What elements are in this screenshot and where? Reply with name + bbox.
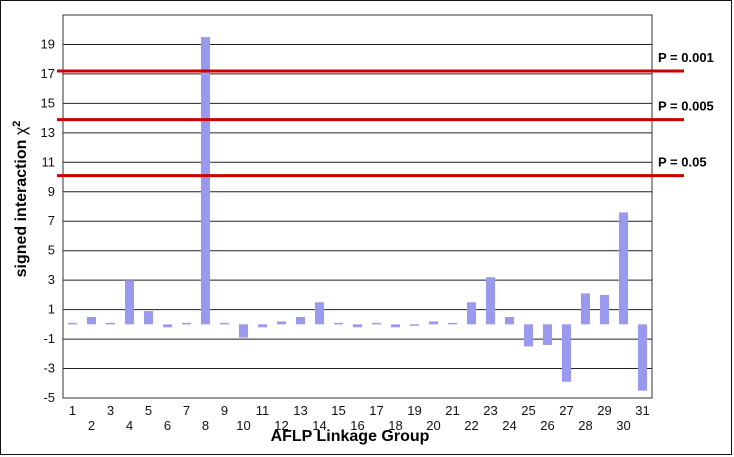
bar-group-2 — [86, 316, 97, 325]
bar-group-19 — [409, 324, 420, 326]
y-tick-label: -1 — [43, 331, 55, 346]
x-tick-label: 20 — [426, 418, 440, 433]
bar-group-28 — [580, 293, 591, 325]
bar-group-6 — [162, 324, 173, 328]
bar-group-20 — [428, 321, 439, 325]
threshold-label: P = 0.05 — [658, 155, 707, 170]
bar-group-17 — [371, 322, 382, 325]
bar-group-16 — [352, 324, 363, 328]
x-tick-label: 11 — [256, 403, 270, 418]
x-tick-label: 22 — [464, 418, 478, 433]
bar-group-3 — [105, 322, 116, 325]
x-tick-label: 13 — [293, 403, 307, 418]
bars — [67, 37, 648, 391]
y-tick-label: -3 — [43, 361, 55, 376]
y-tick-label: 9 — [48, 184, 55, 199]
x-tick-label: 3 — [107, 403, 114, 418]
x-tick-label: 28 — [578, 418, 592, 433]
bar-group-21 — [447, 322, 458, 325]
x-tick-label: 2 — [88, 418, 95, 433]
bar-group-8 — [200, 37, 211, 325]
x-tick-label: 17 — [369, 403, 383, 418]
bar-group-18 — [390, 324, 401, 328]
bar-group-10 — [238, 324, 249, 338]
bar-group-11 — [257, 324, 268, 328]
y-tick-label: -5 — [43, 390, 55, 405]
x-tick-label: 5 — [145, 403, 152, 418]
y-tick-label: 7 — [48, 213, 55, 228]
x-tick-label: 6 — [164, 418, 171, 433]
x-tick-label: 1 — [69, 403, 76, 418]
bar-group-14 — [314, 302, 325, 325]
x-tick-label: 8 — [202, 418, 209, 433]
y-tick-label: 3 — [48, 272, 55, 287]
x-tick-label: 25 — [521, 403, 535, 418]
bar-group-1 — [67, 322, 78, 325]
x-tick-label: 29 — [597, 403, 611, 418]
x-tick-label: 27 — [559, 403, 573, 418]
y-axis-title-main: signed interaction — [13, 135, 30, 277]
bar-group-31 — [637, 324, 648, 391]
bar-group-9 — [219, 322, 230, 325]
bar-group-13 — [295, 316, 306, 325]
x-tick-label: 19 — [407, 403, 421, 418]
threshold-label: P = 0.001 — [658, 50, 714, 65]
x-tick-labels: 1234567891011121314151617181920212223242… — [69, 403, 650, 433]
x-tick-label: 26 — [540, 418, 554, 433]
bar-group-4 — [124, 280, 135, 325]
x-tick-label: 30 — [616, 418, 630, 433]
threshold-lines: P = 0.001 P = 0.005 P = 0.05 — [57, 50, 714, 178]
x-tick-label: 23 — [483, 403, 497, 418]
bar-group-25 — [523, 324, 534, 347]
x-tick-label: 14 — [312, 418, 326, 433]
bar-group-23 — [485, 277, 496, 325]
x-axis-title: AFLP Linkage Group — [271, 428, 430, 445]
x-tick-label: 16 — [350, 418, 364, 433]
y-tick-label: 19 — [41, 36, 55, 51]
x-tick-label: 12 — [274, 418, 288, 433]
bar-group-7 — [181, 322, 192, 325]
x-tick-label: 4 — [126, 418, 133, 433]
x-tick-label: 24 — [502, 418, 516, 433]
y-tick-label: 1 — [48, 302, 55, 317]
y-axis-title-superscript: 2 — [11, 121, 23, 127]
bar-group-24 — [504, 316, 515, 325]
x-tick-label: 15 — [331, 403, 345, 418]
x-tick-label: 10 — [236, 418, 250, 433]
bar-group-29 — [599, 294, 610, 325]
y-axis-title: signed interaction χ2 — [11, 121, 30, 278]
y-axis-title-chi: χ — [13, 126, 30, 135]
bar-group-26 — [542, 324, 553, 345]
x-tick-label: 9 — [221, 403, 228, 418]
bar-group-12 — [276, 321, 287, 325]
x-tick-label: 7 — [183, 403, 190, 418]
x-tick-label: 31 — [635, 403, 649, 418]
y-tick-label: 17 — [41, 66, 55, 81]
y-tick-label: 5 — [48, 243, 55, 258]
x-tick-label: 21 — [445, 403, 459, 418]
bar-group-27 — [561, 324, 572, 382]
y-tick-label: 15 — [41, 95, 55, 110]
bar-group-30 — [618, 212, 629, 325]
x-tick-label: 18 — [388, 418, 402, 433]
bar-group-15 — [333, 322, 344, 325]
bar-group-5 — [143, 311, 154, 325]
bar-group-22 — [466, 302, 477, 325]
plot-area — [62, 14, 653, 399]
y-tick-label: 11 — [42, 154, 56, 169]
threshold-label: P = 0.005 — [658, 99, 714, 114]
y-tick-label: 13 — [41, 125, 55, 140]
